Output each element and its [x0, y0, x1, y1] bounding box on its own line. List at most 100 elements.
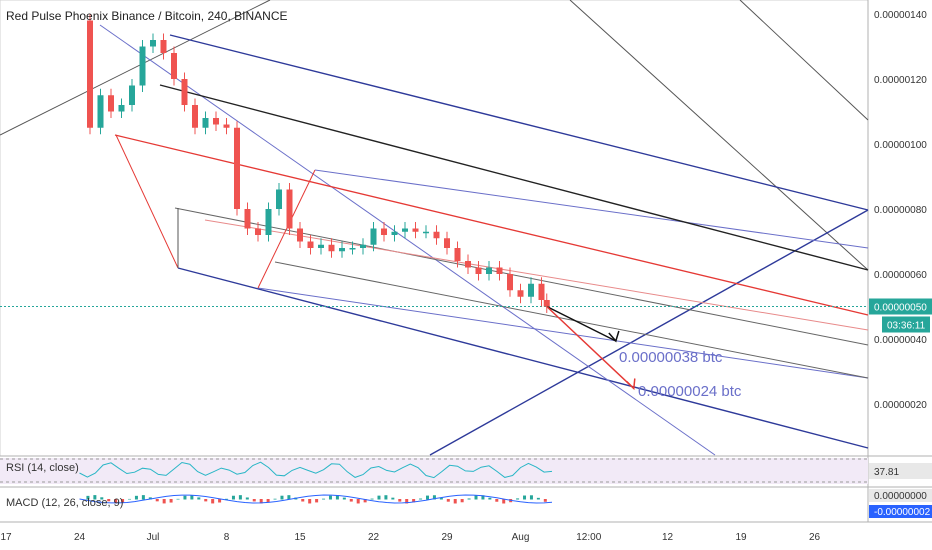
y-tick-label: 0.00000020: [874, 400, 927, 411]
candle-body[interactable]: [318, 244, 324, 248]
candle-body[interactable]: [192, 105, 198, 128]
macd-value-1: 0.00000000: [874, 491, 927, 502]
macd-histogram-bar: [412, 499, 416, 503]
pitchfork-red-fork: [257, 169, 316, 289]
channel-blue-upper: [169, 34, 869, 211]
macd-histogram-bar: [155, 499, 159, 502]
candle-body[interactable]: [349, 248, 356, 250]
candle-body[interactable]: [360, 244, 366, 248]
macd-histogram-bar: [252, 499, 256, 502]
candle-body[interactable]: [475, 267, 482, 275]
candle-body[interactable]: [538, 283, 545, 300]
pitchfork-red-handle: [115, 134, 179, 269]
candle-body[interactable]: [517, 290, 524, 297]
x-tick-label: 15: [294, 532, 306, 543]
macd-histogram-bar: [391, 497, 395, 500]
projection-arrowhead-red: [626, 378, 636, 391]
macd-histogram-bar: [197, 497, 201, 500]
macd-histogram-bar: [502, 499, 506, 504]
candle-body[interactable]: [286, 189, 293, 229]
candle-body[interactable]: [234, 127, 240, 209]
macd-histogram-bar: [322, 498, 326, 500]
rsi-value: 37.81: [874, 467, 899, 478]
candle-body[interactable]: [213, 118, 219, 125]
candle-body[interactable]: [543, 300, 550, 307]
macd-value-2: -0.00000002: [874, 507, 931, 518]
macd-histogram-bar: [211, 499, 215, 504]
candle-body[interactable]: [223, 124, 230, 128]
candle-body[interactable]: [507, 274, 513, 291]
macd-histogram-bar: [169, 499, 173, 503]
candle-body[interactable]: [255, 228, 261, 236]
macd-histogram-bar: [273, 498, 277, 500]
candle-body[interactable]: [87, 20, 93, 128]
candle-body[interactable]: [118, 105, 125, 112]
projection-arrow-red: [546, 305, 635, 390]
candle-body[interactable]: [391, 231, 398, 235]
candle-body[interactable]: [328, 244, 335, 252]
candle-body[interactable]: [244, 209, 251, 229]
macd-histogram-bar: [328, 495, 332, 500]
macd-histogram-bar: [536, 497, 540, 500]
candle-body[interactable]: [139, 46, 146, 86]
candle-body[interactable]: [444, 238, 450, 248]
macd-histogram-bar: [287, 495, 291, 500]
candle-body[interactable]: [265, 209, 272, 235]
macd-histogram-bar: [100, 497, 104, 500]
countdown-value: 03:36:11: [887, 321, 926, 332]
candle-body[interactable]: [181, 79, 188, 105]
target-annotation-1: 0.00000038 btc: [619, 349, 723, 366]
candle-body[interactable]: [496, 267, 503, 275]
candle-body[interactable]: [297, 228, 303, 242]
macd-histogram-bar: [335, 495, 339, 500]
macd-histogram-bar: [259, 499, 263, 504]
candle-body[interactable]: [370, 228, 377, 245]
candle-body[interactable]: [202, 118, 209, 128]
macd-histogram-bar: [543, 499, 547, 502]
rsi-line: [79, 461, 553, 479]
macd-histogram-bar: [183, 495, 187, 500]
candle-body[interactable]: [423, 231, 429, 234]
candle-body[interactable]: [402, 228, 408, 232]
x-tick-label: 24: [74, 532, 86, 543]
candle-body[interactable]: [528, 283, 534, 297]
channel-grey-mid: [174, 207, 869, 346]
candle-body[interactable]: [412, 228, 419, 232]
candle-body[interactable]: [307, 241, 314, 249]
candle-body[interactable]: [339, 248, 345, 252]
candle-body[interactable]: [160, 40, 167, 53]
y-tick-label: 0.00000100: [874, 140, 927, 151]
candle-body[interactable]: [276, 189, 282, 210]
y-tick-label: 0.00000060: [874, 270, 927, 281]
candle-body[interactable]: [97, 95, 104, 128]
x-tick-label: Aug: [512, 532, 530, 543]
macd-histogram-bar: [162, 499, 166, 504]
x-tick-label: 19: [735, 532, 747, 543]
rsi-label: RSI (14, close): [6, 462, 79, 474]
y-tick-label: 0.00000080: [874, 205, 927, 216]
candle-body[interactable]: [465, 261, 471, 268]
candle-body[interactable]: [381, 228, 387, 236]
x-tick-label: 22: [368, 532, 380, 543]
x-tick-label: 26: [809, 532, 821, 543]
macd-histogram-bar: [349, 499, 353, 502]
candle-body[interactable]: [108, 95, 114, 112]
trend-line-grey-far-right: [739, 0, 869, 121]
candle-body[interactable]: [454, 248, 461, 261]
macd-histogram-bar: [315, 499, 319, 503]
candle-body[interactable]: [433, 231, 440, 239]
macd-histogram-bar: [405, 499, 409, 504]
macd-histogram-bar: [114, 499, 118, 504]
candle-body[interactable]: [171, 53, 177, 79]
x-tick-label: 12:00: [576, 532, 601, 543]
candle-body[interactable]: [150, 40, 156, 47]
x-tick-label: 8: [224, 532, 230, 543]
candle-body[interactable]: [129, 85, 135, 106]
candle-body[interactable]: [486, 267, 492, 275]
macd-histogram-bar: [128, 498, 132, 500]
macd-histogram-bar: [218, 499, 222, 503]
macd-histogram-bar: [231, 495, 235, 500]
macd-histogram-bar: [426, 495, 429, 500]
macd-histogram-bar: [190, 495, 194, 500]
